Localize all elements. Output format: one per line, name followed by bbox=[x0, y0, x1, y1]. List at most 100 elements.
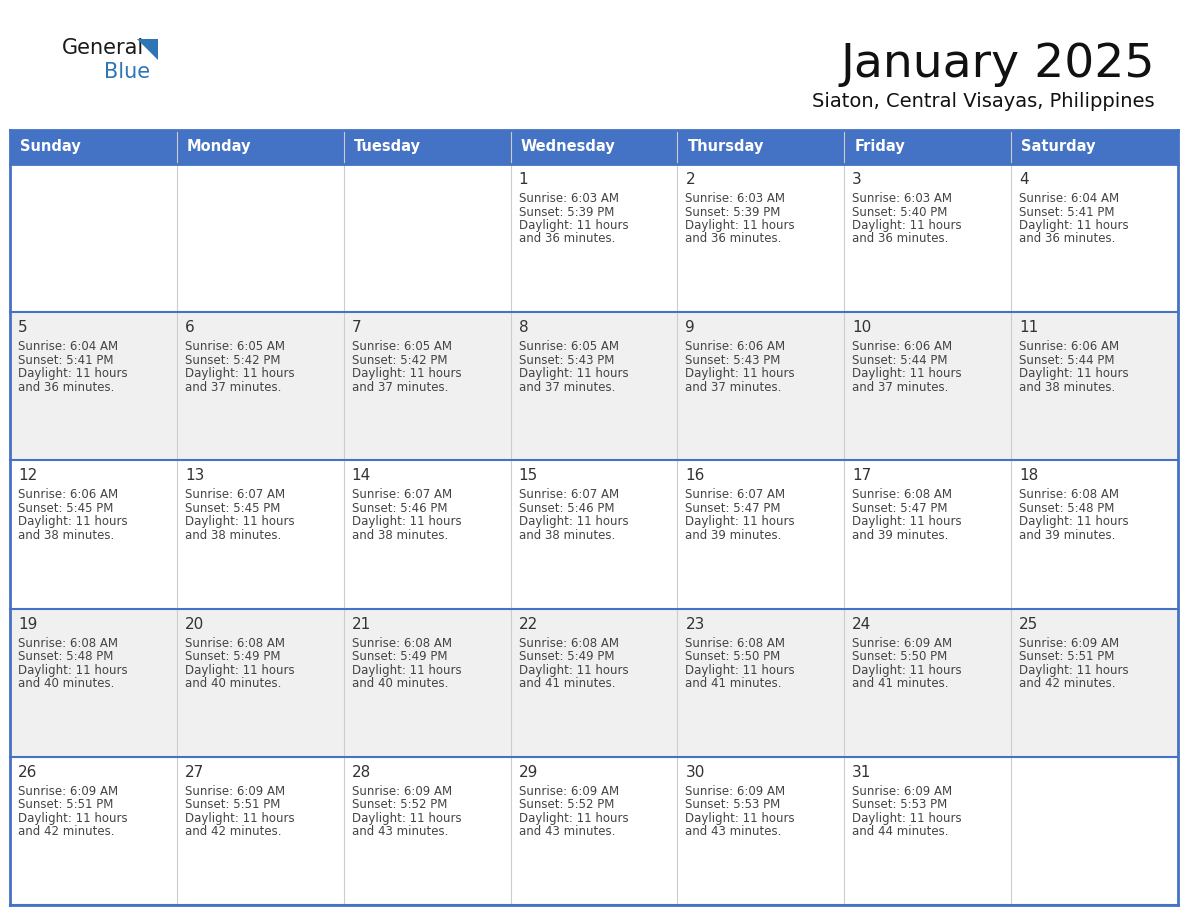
Text: Sunrise: 6:07 AM: Sunrise: 6:07 AM bbox=[685, 488, 785, 501]
Text: Daylight: 11 hours: Daylight: 11 hours bbox=[352, 664, 461, 677]
Text: General: General bbox=[62, 38, 144, 58]
Text: Sunset: 5:52 PM: Sunset: 5:52 PM bbox=[352, 799, 447, 812]
Text: Sunset: 5:52 PM: Sunset: 5:52 PM bbox=[519, 799, 614, 812]
Text: Sunrise: 6:08 AM: Sunrise: 6:08 AM bbox=[685, 636, 785, 650]
Text: Sunset: 5:47 PM: Sunset: 5:47 PM bbox=[852, 502, 948, 515]
Bar bbox=[177, 756, 343, 905]
Text: Sunset: 5:49 PM: Sunset: 5:49 PM bbox=[519, 650, 614, 663]
Text: Daylight: 11 hours: Daylight: 11 hours bbox=[1019, 367, 1129, 380]
Bar bbox=[1011, 461, 1178, 609]
Text: and 39 minutes.: and 39 minutes. bbox=[685, 529, 782, 542]
Text: Daylight: 11 hours: Daylight: 11 hours bbox=[18, 367, 127, 380]
Text: Sunrise: 6:03 AM: Sunrise: 6:03 AM bbox=[852, 192, 953, 205]
Text: Daylight: 11 hours: Daylight: 11 hours bbox=[519, 367, 628, 380]
Text: Daylight: 11 hours: Daylight: 11 hours bbox=[685, 664, 795, 677]
Text: 20: 20 bbox=[185, 617, 204, 632]
Text: 13: 13 bbox=[185, 468, 204, 484]
Text: Sunset: 5:41 PM: Sunset: 5:41 PM bbox=[18, 353, 114, 366]
Text: 6: 6 bbox=[185, 320, 195, 335]
Text: Sunset: 5:51 PM: Sunset: 5:51 PM bbox=[1019, 650, 1114, 663]
Text: and 43 minutes.: and 43 minutes. bbox=[519, 825, 615, 838]
Text: and 38 minutes.: and 38 minutes. bbox=[519, 529, 615, 542]
Text: Daylight: 11 hours: Daylight: 11 hours bbox=[519, 664, 628, 677]
Text: and 36 minutes.: and 36 minutes. bbox=[18, 381, 114, 394]
Text: and 36 minutes.: and 36 minutes. bbox=[1019, 232, 1116, 245]
Text: Sunrise: 6:09 AM: Sunrise: 6:09 AM bbox=[852, 636, 953, 650]
Text: Daylight: 11 hours: Daylight: 11 hours bbox=[852, 812, 962, 824]
Text: 23: 23 bbox=[685, 617, 704, 632]
Text: and 37 minutes.: and 37 minutes. bbox=[352, 381, 448, 394]
Text: Sunrise: 6:08 AM: Sunrise: 6:08 AM bbox=[185, 636, 285, 650]
Text: 10: 10 bbox=[852, 320, 872, 335]
Text: Daylight: 11 hours: Daylight: 11 hours bbox=[852, 515, 962, 529]
Text: Sunday: Sunday bbox=[20, 140, 81, 154]
Bar bbox=[343, 461, 511, 609]
Text: and 43 minutes.: and 43 minutes. bbox=[685, 825, 782, 838]
Text: Sunrise: 6:07 AM: Sunrise: 6:07 AM bbox=[519, 488, 619, 501]
Text: Sunset: 5:53 PM: Sunset: 5:53 PM bbox=[852, 799, 948, 812]
Text: Daylight: 11 hours: Daylight: 11 hours bbox=[685, 219, 795, 232]
Text: Sunrise: 6:03 AM: Sunrise: 6:03 AM bbox=[519, 192, 619, 205]
Text: Daylight: 11 hours: Daylight: 11 hours bbox=[185, 515, 295, 529]
Text: Thursday: Thursday bbox=[688, 140, 764, 154]
Text: and 42 minutes.: and 42 minutes. bbox=[185, 825, 282, 838]
Bar bbox=[511, 164, 677, 312]
Text: Wednesday: Wednesday bbox=[520, 140, 615, 154]
Text: and 37 minutes.: and 37 minutes. bbox=[185, 381, 282, 394]
Text: 21: 21 bbox=[352, 617, 371, 632]
Text: 16: 16 bbox=[685, 468, 704, 484]
Bar bbox=[343, 130, 511, 164]
Text: Sunrise: 6:05 AM: Sunrise: 6:05 AM bbox=[352, 341, 451, 353]
Text: and 38 minutes.: and 38 minutes. bbox=[185, 529, 282, 542]
Bar bbox=[511, 609, 677, 756]
Text: January 2025: January 2025 bbox=[840, 42, 1155, 87]
Bar bbox=[343, 164, 511, 312]
Bar bbox=[1011, 130, 1178, 164]
Text: Sunrise: 6:05 AM: Sunrise: 6:05 AM bbox=[519, 341, 619, 353]
Text: 28: 28 bbox=[352, 765, 371, 779]
Text: Sunset: 5:46 PM: Sunset: 5:46 PM bbox=[352, 502, 447, 515]
Text: Daylight: 11 hours: Daylight: 11 hours bbox=[519, 812, 628, 824]
Text: and 37 minutes.: and 37 minutes. bbox=[519, 381, 615, 394]
Text: Sunrise: 6:07 AM: Sunrise: 6:07 AM bbox=[352, 488, 451, 501]
Text: Sunrise: 6:09 AM: Sunrise: 6:09 AM bbox=[1019, 636, 1119, 650]
Text: Sunrise: 6:08 AM: Sunrise: 6:08 AM bbox=[1019, 488, 1119, 501]
Bar bbox=[177, 130, 343, 164]
Bar bbox=[845, 756, 1011, 905]
Bar bbox=[677, 461, 845, 609]
Text: Siaton, Central Visayas, Philippines: Siaton, Central Visayas, Philippines bbox=[813, 92, 1155, 111]
Bar bbox=[10, 130, 177, 164]
Text: Daylight: 11 hours: Daylight: 11 hours bbox=[852, 219, 962, 232]
Bar bbox=[677, 130, 845, 164]
Text: Sunset: 5:49 PM: Sunset: 5:49 PM bbox=[352, 650, 447, 663]
Text: Sunset: 5:48 PM: Sunset: 5:48 PM bbox=[18, 650, 113, 663]
Text: 18: 18 bbox=[1019, 468, 1038, 484]
Text: Sunrise: 6:09 AM: Sunrise: 6:09 AM bbox=[352, 785, 451, 798]
Text: Sunset: 5:49 PM: Sunset: 5:49 PM bbox=[185, 650, 280, 663]
Text: Sunrise: 6:08 AM: Sunrise: 6:08 AM bbox=[18, 636, 118, 650]
Text: Sunset: 5:42 PM: Sunset: 5:42 PM bbox=[185, 353, 280, 366]
Bar bbox=[10, 461, 177, 609]
Text: Sunset: 5:50 PM: Sunset: 5:50 PM bbox=[852, 650, 948, 663]
Text: Sunset: 5:42 PM: Sunset: 5:42 PM bbox=[352, 353, 447, 366]
Text: Sunrise: 6:09 AM: Sunrise: 6:09 AM bbox=[519, 785, 619, 798]
Bar bbox=[1011, 312, 1178, 461]
Bar bbox=[511, 130, 677, 164]
Bar bbox=[845, 164, 1011, 312]
Text: Sunset: 5:39 PM: Sunset: 5:39 PM bbox=[519, 206, 614, 218]
Text: Daylight: 11 hours: Daylight: 11 hours bbox=[18, 664, 127, 677]
Text: Sunset: 5:39 PM: Sunset: 5:39 PM bbox=[685, 206, 781, 218]
Text: and 41 minutes.: and 41 minutes. bbox=[519, 677, 615, 690]
Text: Sunrise: 6:09 AM: Sunrise: 6:09 AM bbox=[18, 785, 118, 798]
Text: and 38 minutes.: and 38 minutes. bbox=[1019, 381, 1116, 394]
Text: Sunset: 5:41 PM: Sunset: 5:41 PM bbox=[1019, 206, 1114, 218]
Text: and 41 minutes.: and 41 minutes. bbox=[852, 677, 949, 690]
Bar bbox=[177, 609, 343, 756]
Bar bbox=[343, 609, 511, 756]
Bar bbox=[677, 164, 845, 312]
Bar bbox=[177, 164, 343, 312]
Text: 8: 8 bbox=[519, 320, 529, 335]
Text: Daylight: 11 hours: Daylight: 11 hours bbox=[185, 812, 295, 824]
Text: Daylight: 11 hours: Daylight: 11 hours bbox=[185, 367, 295, 380]
Text: and 37 minutes.: and 37 minutes. bbox=[685, 381, 782, 394]
